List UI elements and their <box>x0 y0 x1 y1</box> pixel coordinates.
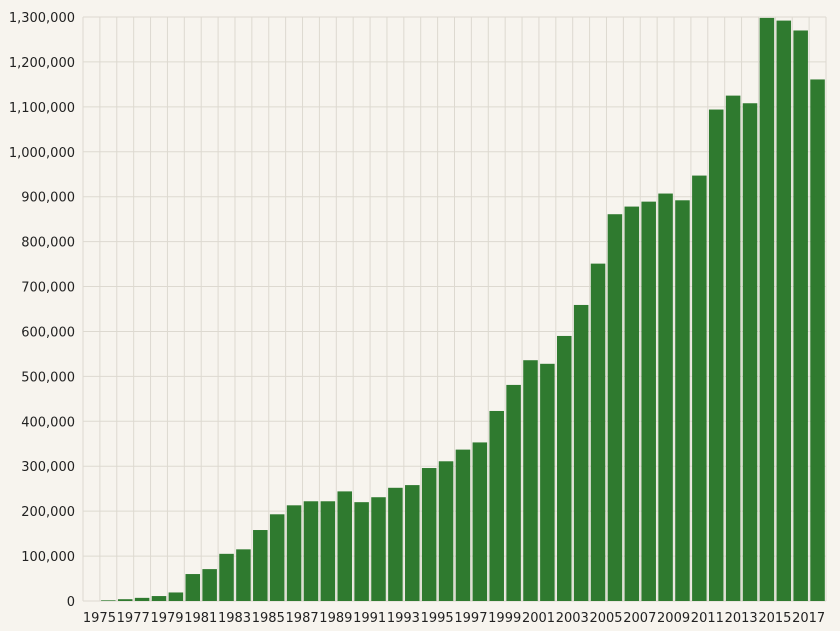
x-tick-label: 2015 <box>758 611 791 626</box>
x-tick-label: 1999 <box>488 611 521 626</box>
x-tick-label: 2003 <box>556 611 589 626</box>
x-tick-label: 1977 <box>117 611 150 626</box>
y-tick-label: 700,000 <box>21 281 75 296</box>
bar-2010 <box>675 200 690 602</box>
bar-1986 <box>269 514 285 601</box>
y-tick-label: 900,000 <box>21 191 75 206</box>
bar-1983 <box>219 553 234 601</box>
bar-1980 <box>168 592 184 601</box>
bar-1987 <box>286 505 302 601</box>
bar-1982 <box>202 569 217 601</box>
bar-1984 <box>236 549 251 601</box>
bar-1992 <box>371 497 386 601</box>
bar-1993 <box>388 487 403 601</box>
y-tick-label: 1,200,000 <box>9 56 75 71</box>
bar-2004 <box>573 304 589 601</box>
x-axis-tick-labels: 1975 1977 1979 1981 1983 1985 1987 1989 1991 1993… <box>83 611 825 626</box>
bar-1996 <box>438 461 454 601</box>
x-tick-label: 2017 <box>792 611 825 626</box>
bar-2014 <box>742 103 758 601</box>
bar-2002 <box>540 363 555 601</box>
bar-1978 <box>134 597 150 601</box>
bar-1997 <box>455 449 471 601</box>
y-tick-label: 200,000 <box>21 505 75 520</box>
bar-2006 <box>607 214 623 601</box>
bar-1994 <box>405 485 420 601</box>
bar-1976 <box>101 600 116 601</box>
x-tick-label: 1993 <box>387 611 420 626</box>
x-tick-label: 2007 <box>623 611 656 626</box>
bar-2003 <box>557 335 572 601</box>
y-tick-label: 1,300,000 <box>9 11 75 26</box>
bar-2015 <box>759 17 775 602</box>
y-tick-label: 600,000 <box>21 325 75 340</box>
x-tick-label: 1979 <box>150 611 183 626</box>
x-tick-label: 1985 <box>252 611 285 626</box>
bar-1989 <box>320 501 336 601</box>
y-tick-label: 500,000 <box>21 370 75 385</box>
bar-1991 <box>354 502 369 601</box>
x-tick-label: 2009 <box>657 611 690 626</box>
x-tick-label: 1983 <box>218 611 251 626</box>
y-tick-label: 100,000 <box>21 550 75 565</box>
x-tick-label: 2011 <box>691 611 724 626</box>
bar-1985 <box>253 530 268 601</box>
y-axis-tick-labels: 0 100,000 200,000 300,000 400,000 500,000 600,… <box>9 11 75 610</box>
bar-2005 <box>590 263 606 601</box>
y-tick-label: 400,000 <box>21 415 75 430</box>
bar-2000 <box>506 384 521 601</box>
x-tick-label: 1995 <box>421 611 454 626</box>
bar-2012 <box>708 109 724 602</box>
bar-2017 <box>793 30 808 601</box>
bars <box>101 17 825 602</box>
x-tick-label: 1981 <box>184 611 217 626</box>
bar-2016 <box>776 20 792 601</box>
grid-lines <box>82 16 827 602</box>
bar-2011 <box>692 175 707 601</box>
bar-1999 <box>489 410 504 601</box>
bar-1981 <box>185 574 201 601</box>
y-tick-label: 300,000 <box>21 460 75 475</box>
bar-1995 <box>421 468 437 601</box>
x-tick-label: 2013 <box>725 611 758 626</box>
x-tick-label: 2005 <box>589 611 622 626</box>
x-tick-label: 1997 <box>454 611 487 626</box>
y-tick-label: 1,100,000 <box>9 101 75 116</box>
bar-2013 <box>725 95 741 601</box>
bar-2009 <box>658 193 673 601</box>
bar-2018 <box>810 79 825 602</box>
bar-2001 <box>523 360 538 601</box>
y-tick-label: 800,000 <box>21 236 75 251</box>
bar-1988 <box>303 501 319 601</box>
y-tick-label: 1,000,000 <box>9 146 75 161</box>
bar-1990 <box>337 491 352 601</box>
bar-1998 <box>472 442 488 601</box>
x-tick-label: 2001 <box>522 611 555 626</box>
x-tick-label: 1989 <box>319 611 352 626</box>
y-tick-label: 0 <box>67 595 75 610</box>
bar-2008 <box>641 201 656 601</box>
x-tick-label: 1987 <box>286 611 319 626</box>
x-tick-label: 1975 <box>83 611 116 626</box>
bar-2007 <box>624 206 640 601</box>
bar-1977 <box>117 599 133 601</box>
x-tick-label: 1991 <box>353 611 386 626</box>
bar-1979 <box>151 596 167 601</box>
